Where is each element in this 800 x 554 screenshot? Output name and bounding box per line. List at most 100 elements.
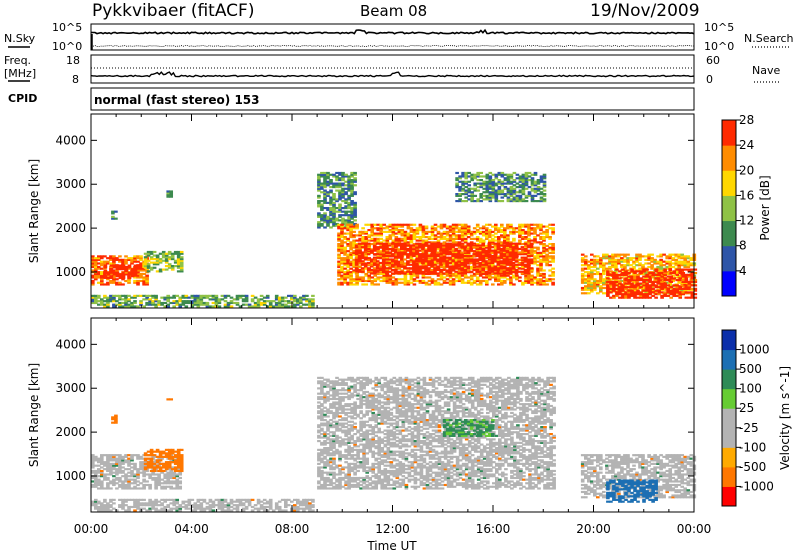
power-cell-11 [645,268,649,271]
power-cell-7 [530,278,534,281]
power-cell-6 [338,173,342,176]
velocity-cell-0 [127,459,131,462]
power-cell-3 [114,217,118,220]
power-cell-7 [527,237,531,240]
power-cell-7 [539,258,543,261]
power-cell-10 [590,262,594,265]
power-cell-10 [659,255,663,258]
power-cell-7 [337,278,341,281]
velocity-cell-0 [142,475,146,478]
power-cell-10 [593,288,597,291]
power-cell-6 [338,214,342,217]
power-cell-7 [509,260,513,263]
power-cell-7 [533,278,537,281]
power-cell-7 [451,237,456,240]
power-cell-7 [355,274,359,277]
power-cell-10 [611,255,615,258]
power-cell-9 [512,187,517,190]
power-cell-8 [363,258,368,261]
power-cell-7 [533,237,537,240]
power-cell-7 [349,267,353,270]
power-cell-7 [352,264,356,267]
power-cell-1 [118,266,123,269]
power-cell-6 [332,182,336,185]
power-cell-11 [609,280,613,283]
power-cell-11 [690,275,695,278]
power-cell-7 [403,239,408,242]
power-cell-6 [335,198,339,201]
power-cell-11 [657,282,661,285]
power-cell-8 [448,253,452,256]
power-cell-11 [669,280,674,283]
power-cell-8 [490,268,495,272]
power-cell-1 [121,266,126,269]
power-cell-7 [415,227,420,230]
power-cell-9 [494,194,499,197]
power-cell-11 [675,291,680,294]
power-cell-5 [190,301,195,305]
power-cell-7 [394,283,399,286]
power-cell-7 [494,223,498,226]
power-cell-8 [394,270,398,273]
velocity-cell-0 [127,485,131,488]
power-cell-6 [329,196,333,199]
power-cell-8 [403,242,407,245]
power-cell-2 [152,254,157,257]
power-cell-9 [533,200,538,203]
power-cell-0 [136,281,140,284]
power-cell-10 [659,260,663,263]
power-cell-10 [671,258,676,261]
power-cell-8 [526,258,531,261]
velocity-cell-0 [133,454,137,457]
velocity-cell-0 [142,478,146,481]
velocity-cell-0 [97,464,101,467]
power-cell-11 [630,289,634,292]
power-cell-6 [323,180,327,183]
power-cell-7 [412,234,417,237]
power-cell-5 [214,300,219,303]
power-cell-8 [478,265,483,268]
power-cell-7 [397,232,402,235]
power-cell-9 [497,186,502,189]
power-cell-11 [612,272,616,275]
power-cell-8 [520,270,525,273]
power-cell-11 [672,270,677,273]
power-cell-5 [265,296,270,299]
power-cell-8 [478,254,483,258]
power-cell-9 [455,194,459,197]
power-cell-6 [323,179,327,182]
power-cell-10 [590,285,594,288]
power-y-axis-label: Slant Range [km] [27,159,41,263]
power-cell-9 [530,173,535,176]
power-cell-11 [633,291,637,294]
power-cell-8 [454,261,458,265]
power-cell-7 [427,230,432,233]
power-cell-8 [400,253,404,256]
power-cell-1 [133,266,138,269]
power-cell-6 [344,207,348,210]
power-cell-10 [650,258,654,261]
velocity-cell-0 [106,455,110,458]
power-cell-8 [469,258,474,261]
power-cell-5 [112,300,116,303]
power-cell-8 [457,263,461,266]
power-cell-7 [500,241,504,244]
power-cell-7 [352,253,356,256]
power-cell-7 [539,251,543,254]
power-cell-7 [376,232,381,235]
power-cell-7 [355,227,359,230]
power-cell-7 [500,230,504,233]
power-cell-7 [358,262,362,265]
power-cell-9 [470,191,475,194]
power-cell-10 [580,274,585,277]
power-cell-7 [521,281,525,284]
power-cell-2 [146,252,151,255]
power-cell-11 [645,289,649,292]
power-cell-1 [115,273,120,276]
power-cell-5 [256,305,261,308]
power-cell-7 [433,265,438,269]
power-cell-8 [460,268,464,272]
power-cell-2 [155,270,160,273]
power-cell-7 [539,237,543,240]
power-cell-7 [536,278,540,281]
